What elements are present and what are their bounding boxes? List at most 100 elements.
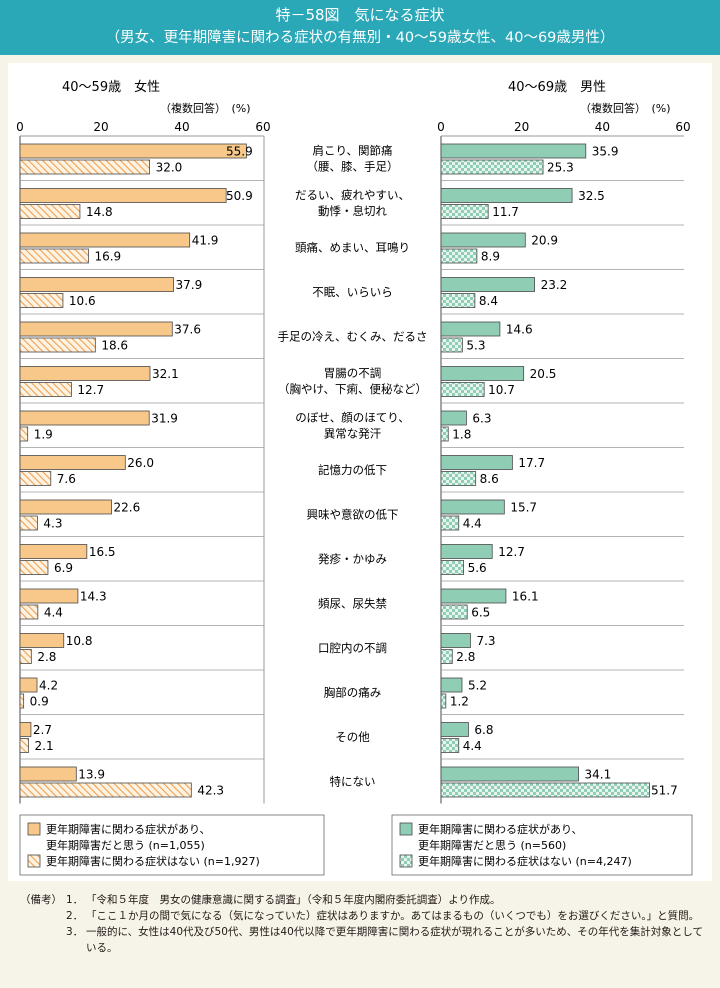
male-value-label: 6.5	[471, 606, 490, 620]
female-value-label: 16.5	[89, 545, 116, 559]
note-row: 2． 「ここ１か月の間で気になる（気になっていた）症状はありますか。あてはまるも…	[20, 908, 710, 924]
notes: （備考） 1． 「令和５年度 男女の健康意識に関する調査」（令和５年度内閣府委託…	[20, 892, 710, 956]
category-label: 興味や意欲の低下	[307, 507, 399, 521]
male-value-label: 23.2	[541, 278, 568, 292]
female-bar-yes	[19, 722, 32, 737]
category-label: その他	[335, 730, 370, 744]
male-bar-yes	[440, 633, 471, 648]
female-panel-title: 40～59歳 女性	[62, 79, 160, 95]
category-label: 特にない	[330, 774, 376, 788]
note-text: 「令和５年度 男女の健康意識に関する調査」（令和５年度内閣府委託調査）より作成。	[86, 894, 501, 906]
female-value-label: 37.9	[175, 278, 202, 292]
female-bar-no	[19, 738, 29, 753]
male-bar-yes	[440, 232, 526, 248]
male-bar-yes	[440, 544, 493, 559]
male-value-label: 20.9	[531, 234, 558, 248]
male-bar-yes	[440, 410, 467, 426]
female-bar-yes	[19, 455, 126, 470]
male-bar-no	[440, 426, 449, 442]
male-value-label: 1.2	[450, 695, 469, 709]
female-bar-no	[19, 426, 29, 442]
female-value-label: 42.3	[197, 784, 224, 798]
male-value-label: 5.3	[466, 339, 485, 353]
female-value-label: 10.6	[69, 294, 96, 308]
female-value-label: 10.8	[66, 634, 93, 648]
male-bar-yes	[440, 366, 525, 381]
category-label: 不眠、いらいら	[312, 285, 393, 299]
male-bar-yes	[440, 499, 505, 515]
female-bar-no	[19, 649, 32, 664]
male-bar-no	[440, 649, 453, 664]
note-number: 3．	[66, 926, 84, 938]
chart-panel: 40～59歳 女性 40～69歳 男性 （複数回答） (%) （複数回答） (%) 0 2…	[8, 63, 712, 881]
male-legend-yes-line1: 更年期障害に関わる症状があり、	[418, 822, 583, 836]
male-value-label: 1.8	[452, 428, 471, 442]
category-label: 胃腸の不調（胸やけ、下痢、便秘など）	[278, 366, 427, 396]
female-legend-swatch-yes	[27, 822, 41, 836]
female-value-label: 32.0	[156, 161, 183, 175]
female-bar-no	[19, 248, 89, 264]
female-value-label: 16.9	[94, 250, 121, 264]
female-value-label: 26.0	[127, 456, 154, 470]
male-bar-no	[440, 560, 464, 575]
female-value-label: 31.9	[151, 412, 178, 426]
male-value-label: 11.7	[492, 205, 519, 219]
male-legend-swatch-yes	[399, 822, 413, 836]
male-value-label: 35.9	[592, 145, 619, 159]
male-legend-no-label: 更年期障害に関わる症状はない (n=4,247)	[418, 854, 632, 868]
male-legend-box	[391, 814, 693, 876]
female-bar-yes	[19, 232, 191, 248]
female-value-label: 12.7	[77, 383, 104, 397]
category-label: 頻尿、尿失禁	[318, 596, 387, 610]
female-bar-yes	[19, 633, 65, 648]
female-bar-yes	[19, 544, 88, 559]
male-legend-swatch-no	[399, 854, 413, 868]
female-tick-label: 0	[16, 120, 24, 134]
female-value-label: 37.6	[174, 323, 201, 337]
female-value-label: 14.3	[80, 590, 107, 604]
category-label: のぼせ、顔のほてり、異常な発汗	[295, 410, 410, 440]
male-value-label: 14.6	[506, 323, 533, 337]
female-value-label: 2.7	[33, 723, 52, 737]
female-legend-yes-line2: 更年期障害だと思う (n=1,055)	[46, 838, 205, 852]
male-bar-no	[440, 204, 489, 219]
male-bar-yes	[440, 588, 507, 604]
female-value-label: 32.1	[152, 367, 179, 381]
male-value-label: 5.2	[468, 679, 487, 693]
category-label: 肩こり、関節痛（腰、膝、手足）	[307, 143, 399, 173]
female-bar-yes	[19, 766, 77, 782]
female-value-label: 0.9	[30, 695, 49, 709]
female-legend-swatch-no	[27, 854, 41, 868]
male-bar-yes	[440, 722, 469, 737]
male-value-label: 4.4	[463, 517, 482, 531]
figure-subtitle: （男女、更年期障害に関わる症状の有無別・40～59歳女性、40～69歳男性）	[105, 30, 615, 46]
female-bar-no	[19, 337, 96, 353]
male-value-label: 10.7	[488, 383, 515, 397]
male-bar-no	[440, 248, 478, 264]
female-bar-no	[19, 471, 52, 486]
category-label: だるい、疲れやすい、動悸・息切れ	[295, 188, 410, 218]
female-value-label: 50.9	[226, 189, 253, 203]
male-value-label: 2.8	[456, 650, 475, 664]
female-bar-no	[19, 560, 49, 575]
category-label: 記憶力の低下	[318, 463, 387, 477]
female-bar-yes	[19, 677, 38, 693]
figure-title: 特－58図 気になる症状	[275, 6, 445, 24]
female-bar-yes	[19, 188, 227, 203]
male-tick-label: 60	[675, 120, 690, 134]
male-value-label: 8.4	[479, 294, 498, 308]
male-bar-yes	[440, 766, 579, 782]
male-value-label: 5.6	[468, 561, 487, 575]
chart-svg: 40～59歳 女性 40～69歳 男性 （複数回答） (%) （複数回答） (%) 0 2…	[16, 79, 693, 876]
male-value-label: 6.3	[472, 412, 491, 426]
female-value-label: 2.8	[37, 650, 56, 664]
female-tick-label: 40	[174, 120, 189, 134]
male-value-label: 8.9	[481, 250, 500, 264]
category-label: 手足の冷え、むくみ、だるさ	[278, 329, 428, 343]
female-bar-no	[19, 382, 72, 397]
female-value-label: 2.1	[35, 739, 54, 753]
female-bar-yes	[19, 277, 174, 292]
male-bar-yes	[440, 188, 573, 203]
male-value-label: 34.1	[585, 768, 612, 782]
female-bar-yes	[19, 588, 79, 604]
